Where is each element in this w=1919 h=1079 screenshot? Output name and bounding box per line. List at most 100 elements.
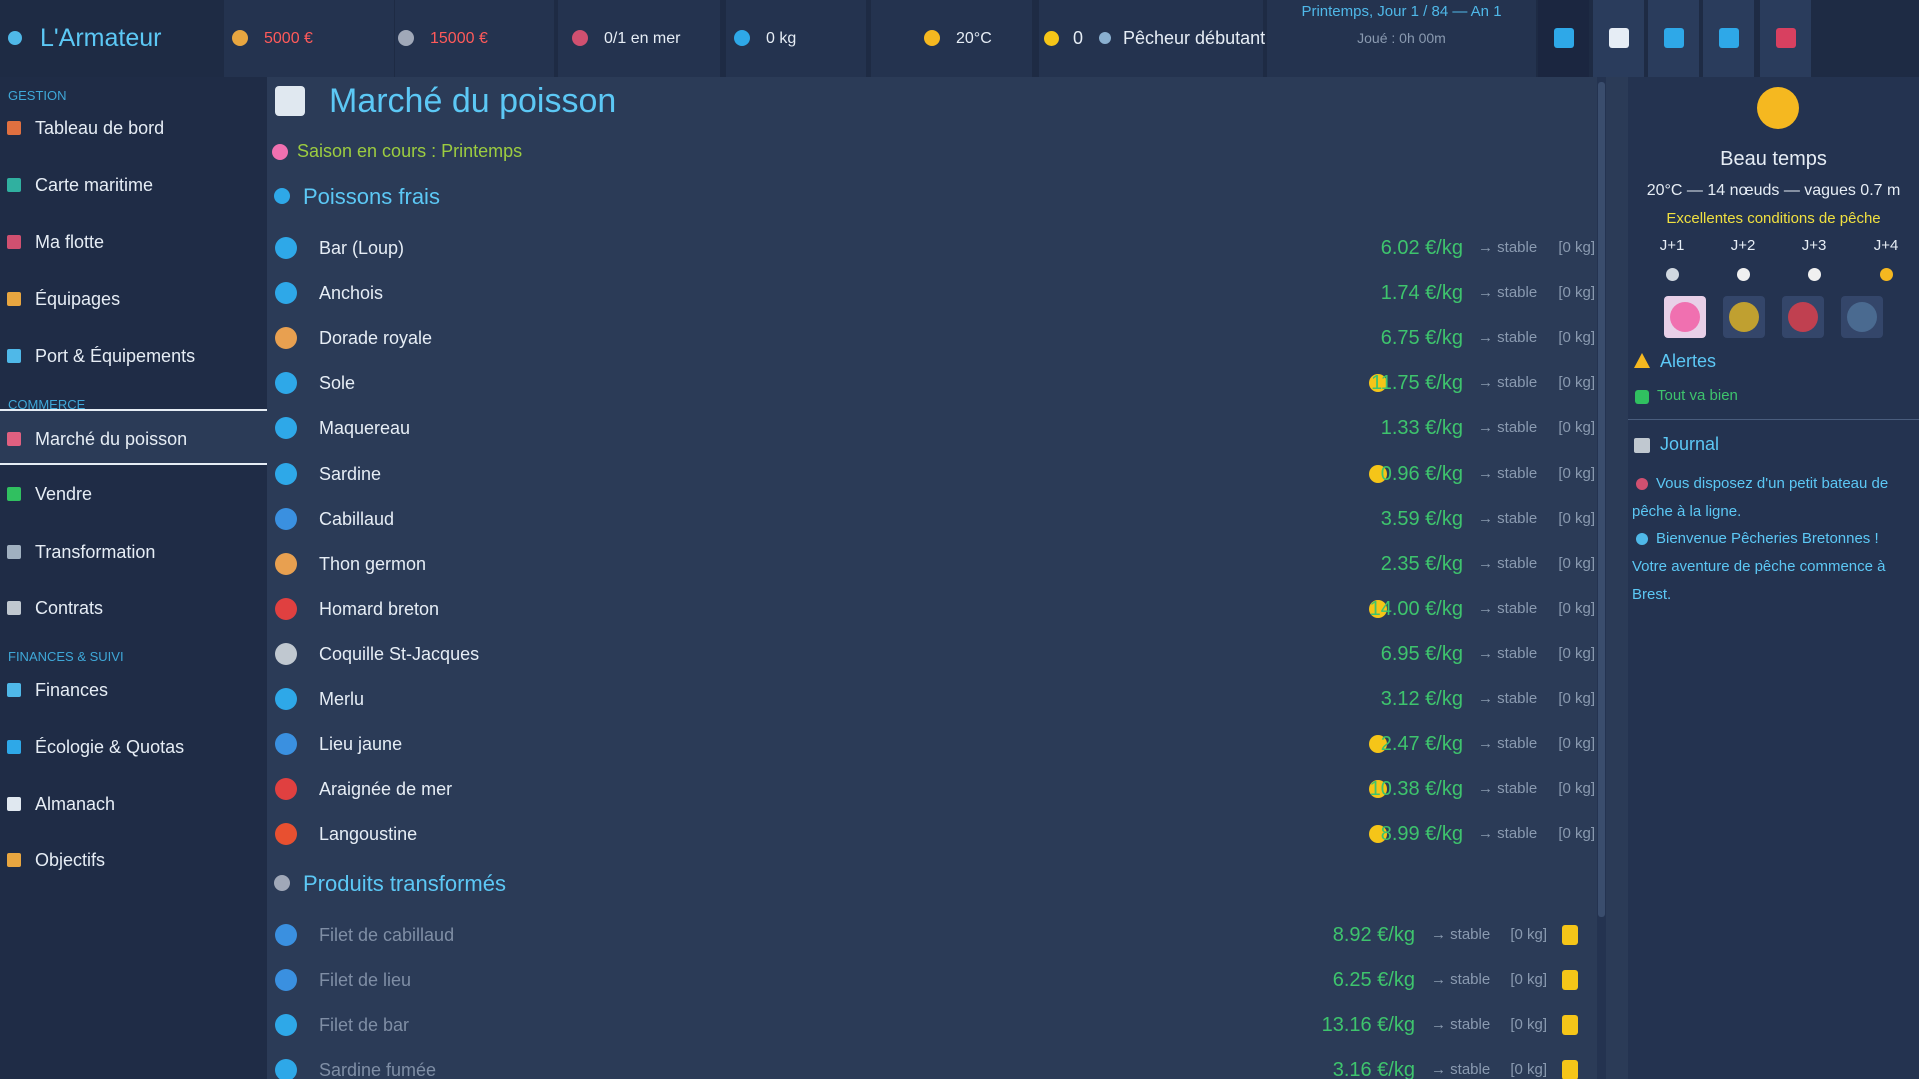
boats-value: 0/1 en mer bbox=[604, 30, 681, 47]
item-name: Sardine bbox=[319, 463, 382, 484]
item-name: Lieu jaune bbox=[319, 734, 403, 755]
sidebar: GESTION Tableau de bord Carte maritime Ma f… bbox=[0, 77, 267, 1079]
item-name: Maquereau bbox=[319, 418, 411, 439]
item-icon bbox=[275, 642, 297, 665]
temperature-icon bbox=[924, 30, 940, 46]
save-button[interactable] bbox=[1760, 0, 1811, 77]
price: 14.00 €/kg bbox=[1369, 597, 1463, 620]
nav-item[interactable]: Marché du poisson bbox=[0, 409, 267, 465]
save-button-icon bbox=[1776, 28, 1796, 48]
forecast-icon bbox=[1879, 267, 1893, 281]
trend: → stable bbox=[1478, 284, 1538, 302]
item-icon bbox=[275, 778, 297, 801]
season-tile bbox=[1782, 296, 1824, 338]
item-name: Filet de cabillaud bbox=[319, 925, 455, 945]
journal-heading: Journal bbox=[1660, 434, 1720, 454]
item-icon bbox=[275, 924, 297, 946]
stock: [0 kg] bbox=[1558, 825, 1595, 843]
price: 6.75 €/kg bbox=[1380, 327, 1463, 350]
top-bar-block bbox=[1039, 0, 1263, 77]
processed-row: Sardine fumée 3.16 €/kg → stable [0 kg] bbox=[267, 1048, 1597, 1079]
season: Saison en cours : Printemps bbox=[297, 141, 523, 161]
item-name: Coquille St-Jacques bbox=[319, 643, 480, 664]
nav-item[interactable]: Contrats bbox=[0, 580, 267, 636]
item-icon bbox=[275, 552, 297, 575]
item-icon bbox=[275, 823, 297, 846]
stock: [0 kg] bbox=[1558, 644, 1595, 662]
fastest-button[interactable] bbox=[1703, 0, 1754, 77]
app-title: L'Armateur bbox=[40, 24, 162, 52]
nav-label: Tableau de bord bbox=[35, 118, 165, 138]
season-tile-icon bbox=[1847, 302, 1877, 332]
nav-icon bbox=[7, 432, 21, 446]
price: 13.16 €/kg bbox=[1321, 1014, 1415, 1037]
stock: [0 kg] bbox=[1558, 239, 1595, 256]
nav-item[interactable]: Transformation bbox=[0, 524, 267, 580]
trend: → stable bbox=[1478, 644, 1538, 662]
price: 8.92 €/kg bbox=[1332, 924, 1415, 946]
play-button[interactable] bbox=[1593, 0, 1644, 77]
stock: [0 kg] bbox=[1510, 971, 1547, 989]
scrollbar-thumb[interactable] bbox=[1598, 82, 1605, 917]
nav-item[interactable]: Port & Équipements bbox=[0, 328, 267, 384]
season-bonus-icon bbox=[1369, 780, 1387, 799]
nav-icon bbox=[7, 487, 21, 501]
fresh-row: Bar (Loup) 6.02 €/kg → stable [0 kg] bbox=[267, 226, 1597, 270]
nav-icon bbox=[7, 235, 21, 249]
nav-label: Objectifs bbox=[35, 850, 106, 870]
nav-item[interactable]: Écologie & Quotas bbox=[0, 719, 267, 775]
nav-label: Contrats bbox=[35, 598, 104, 618]
price: 6.25 €/kg bbox=[1332, 969, 1415, 992]
trend: → stable bbox=[1478, 509, 1538, 527]
nav-item[interactable]: Tableau de bord bbox=[0, 100, 267, 156]
season-bonus-icon bbox=[1369, 825, 1387, 844]
trend: → stable bbox=[1431, 1061, 1491, 1079]
stock: [0 kg] bbox=[1558, 329, 1595, 347]
rank: Pêcheur débutant bbox=[1123, 28, 1266, 48]
nav-item[interactable]: Almanach bbox=[0, 776, 267, 832]
rank-icon bbox=[1099, 32, 1111, 44]
nav-item[interactable]: Objectifs bbox=[0, 832, 267, 888]
processed-row: Filet de lieu 6.25 €/kg → stable [0 kg] bbox=[267, 958, 1597, 1002]
nav-label: Finances bbox=[35, 680, 109, 700]
nav-label: Almanach bbox=[35, 794, 116, 814]
lock-icon bbox=[1562, 1060, 1578, 1079]
forecast-icon bbox=[1665, 267, 1679, 281]
nav-item[interactable]: Vendre bbox=[0, 466, 267, 522]
season-tile bbox=[1664, 296, 1706, 338]
fast-forward-button[interactable] bbox=[1648, 0, 1699, 77]
nav-item[interactable]: Carte maritime bbox=[0, 157, 267, 213]
money-value: 5000 € bbox=[264, 30, 313, 47]
lock-icon bbox=[1562, 970, 1578, 991]
fresh-row: Homard breton 14.00 €/kg → stable [0 kg] bbox=[267, 587, 1597, 631]
price: 1.33 €/kg bbox=[1380, 417, 1463, 440]
nav-item[interactable]: Équipages bbox=[0, 271, 267, 327]
page-title: Marché du poisson bbox=[329, 82, 617, 120]
nav-icon bbox=[7, 740, 21, 754]
fresh-row: Maquereau 1.33 €/kg → stable [0 kg] bbox=[267, 406, 1597, 450]
price: 8.99 €/kg bbox=[1380, 823, 1463, 846]
nav-section-heading: COMMERCE bbox=[8, 397, 86, 412]
item-icon bbox=[275, 1059, 297, 1079]
item-name: Sardine fumée bbox=[319, 1060, 437, 1079]
nav-item[interactable]: Finances bbox=[0, 662, 267, 718]
journal-entry-icon bbox=[1636, 478, 1648, 490]
fresh-row: Coquille St-Jacques 6.95 €/kg → stable [0 k… bbox=[267, 632, 1597, 676]
trend: → stable bbox=[1478, 419, 1538, 437]
temperature-value: 20°C bbox=[956, 30, 992, 47]
pause-button[interactable] bbox=[1538, 0, 1589, 77]
item-name: Merlu bbox=[319, 689, 365, 709]
top-bar: L'Armateur 5000 € 15000 € 0/1 en mer 0 kg 20°… bbox=[0, 0, 1919, 77]
nav-item[interactable]: Ma flotte bbox=[0, 214, 267, 270]
item-icon bbox=[275, 462, 297, 485]
catch-icon bbox=[734, 30, 750, 46]
top-bar-block bbox=[224, 0, 394, 77]
alerts-heading: Alertes bbox=[1660, 351, 1717, 371]
item-name: Langoustine bbox=[319, 824, 418, 845]
trend: → stable bbox=[1478, 239, 1538, 256]
section-icon bbox=[274, 188, 290, 204]
fresh-row: Cabillaud 3.59 €/kg → stable [0 kg] bbox=[267, 497, 1597, 541]
forecast-icon bbox=[1736, 267, 1750, 281]
alert-icon bbox=[1634, 353, 1650, 368]
item-name: Thon germon bbox=[319, 553, 427, 574]
